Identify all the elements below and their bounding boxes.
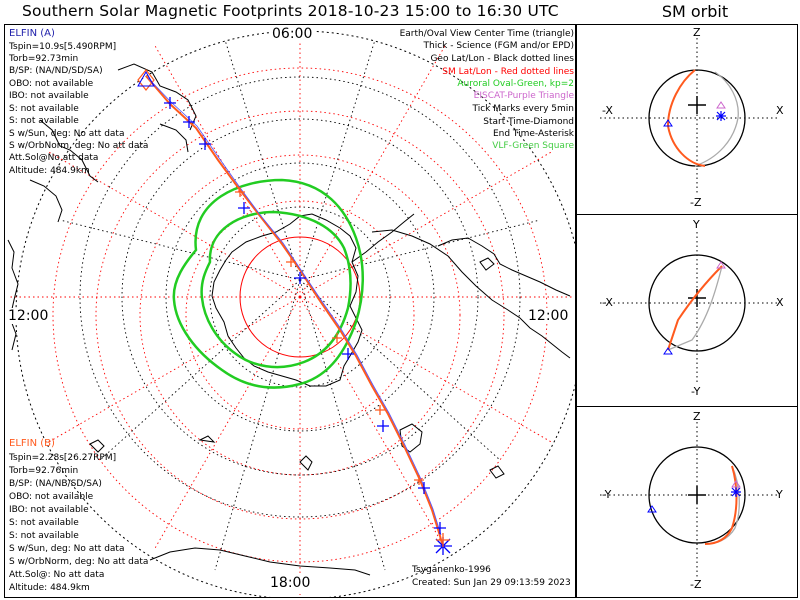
panel2-left-label: -X	[602, 296, 613, 309]
elfin-a-line: OBO: not available	[9, 79, 94, 89]
view-center-triangle	[137, 70, 155, 87]
panel3-left-label: -Y	[602, 488, 612, 501]
page-title: Southern Solar Magnetic Footprints 2018-…	[22, 2, 559, 20]
hour-label-left: 12:00	[8, 308, 49, 324]
geo-meridians	[59, 39, 541, 571]
elfin-b-line: S w/Sun, deg: No att data	[9, 544, 125, 554]
elfin-b-track	[145, 75, 444, 548]
elfin-a-line: Tspin=10.9s[5.490RPM]	[9, 42, 117, 52]
orbit-path-xy	[667, 265, 723, 351]
africa-outline	[399, 423, 423, 453]
antarctic-peninsula-outline	[351, 213, 415, 263]
panel1-top-label: Z	[693, 26, 701, 39]
elfin-a-line: IBO: not available	[9, 91, 89, 101]
elfin-b-line: S w/OrbNorm, deg: No att data	[9, 557, 149, 567]
elfin-a-line: S w/Sun, deg: No att data	[9, 129, 125, 139]
panel1-right-label: X	[776, 104, 784, 117]
elfin-a-track	[147, 77, 442, 536]
created-credit: Created: Sun Jan 29 09:13:59 2023	[412, 578, 571, 588]
elfin-b-name: ELFIN (B)	[9, 438, 55, 449]
legend-entry: Earth/Oval View Center Time (triangle)	[399, 29, 574, 39]
elfin-a-line: B/SP: (NA/ND/SD/SA)	[9, 66, 103, 76]
legend-entry: Geo Lat/Lon - Black dotted lines	[430, 54, 574, 64]
panel1-bottom-label: -Z	[690, 196, 702, 209]
elfin-a-line: Att.Sol@No att data	[9, 153, 99, 163]
antarctica-outline	[211, 213, 363, 387]
elfin-b-line: IBO: not available	[9, 505, 89, 515]
orbit-path-yz	[704, 465, 738, 545]
elfin-b-tick-marks	[235, 187, 424, 485]
elfin-b-line: S: not available	[9, 531, 79, 541]
elfin-a-name: ELFIN (A)	[9, 28, 55, 39]
panel2-top-label: Y	[693, 218, 700, 231]
elfin-b-line: B/SP: (NA/NB/SD/SA)	[9, 479, 102, 489]
map-frame	[4, 24, 576, 598]
hour-label-bottom: 18:00	[268, 575, 313, 591]
hour-label-right: 12:00	[528, 308, 569, 324]
legend: Earth/Oval View Center Time (triangle) T…	[360, 29, 574, 159]
legend-entry: Thick - Science (FGM and/or EPD)	[423, 41, 574, 51]
panel3-right-label: Y	[776, 488, 783, 501]
auroral-oval-outer	[172, 178, 364, 389]
panel1-left-label: -X	[602, 104, 613, 117]
panel2-right-label: X	[776, 296, 784, 309]
elfin-a-line: S: not available	[9, 104, 79, 114]
start-diamond-marker	[137, 69, 155, 91]
elfin-b-line: Att.Sol@: No att data	[9, 570, 105, 580]
legend-entry: End Time-Asterisk	[492, 129, 574, 139]
elfin-a-line: S w/OrbNorm, deg: No att data	[9, 141, 149, 151]
orbit-panel-yz	[576, 406, 798, 598]
australia-outline	[149, 547, 371, 576]
panel3-top-label: Z	[693, 410, 701, 423]
legend-entry: VLF-Green Square	[492, 141, 574, 151]
hour-label-top: 06:00	[270, 26, 315, 42]
legend-entry: SM Lat/Lon - Red dotted lines	[442, 67, 574, 77]
elfin-b-line: Torb=92.76min	[9, 466, 79, 476]
elfin-a-line: S: not available	[9, 116, 79, 126]
legend-entry: Tick Marks every 5min	[472, 104, 574, 114]
elfin-a-line: Altitude: 484.9km	[9, 166, 90, 176]
west-coast-outline	[7, 239, 19, 351]
legend-entry: EISCAT-Purple Triangle	[473, 91, 574, 101]
elfin-b-line: S: not available	[9, 518, 79, 528]
south-america-outline	[371, 229, 571, 359]
legend-entry: Auroral Oval-Green, kp=2	[457, 79, 574, 89]
panel2-bottom-label: -Y	[691, 385, 701, 398]
elfin-b-line: OBO: not available	[9, 492, 94, 502]
panel3-bottom-label: -Z	[690, 578, 702, 591]
elfin-a-line: Torb=92.73min	[9, 54, 79, 64]
elfin-a-tick-marks	[164, 97, 446, 534]
model-credit: Tsyganenko-1996	[412, 565, 491, 575]
coastlines	[7, 63, 571, 576]
elfin-b-line: Altitude: 484.9km	[9, 583, 90, 593]
elfin-b-line: Tspin=2.28s[26.27RPM]	[9, 453, 117, 463]
orbit-title: SM orbit	[661, 2, 729, 21]
legend-entry: Start Time-Diamond	[483, 117, 574, 127]
